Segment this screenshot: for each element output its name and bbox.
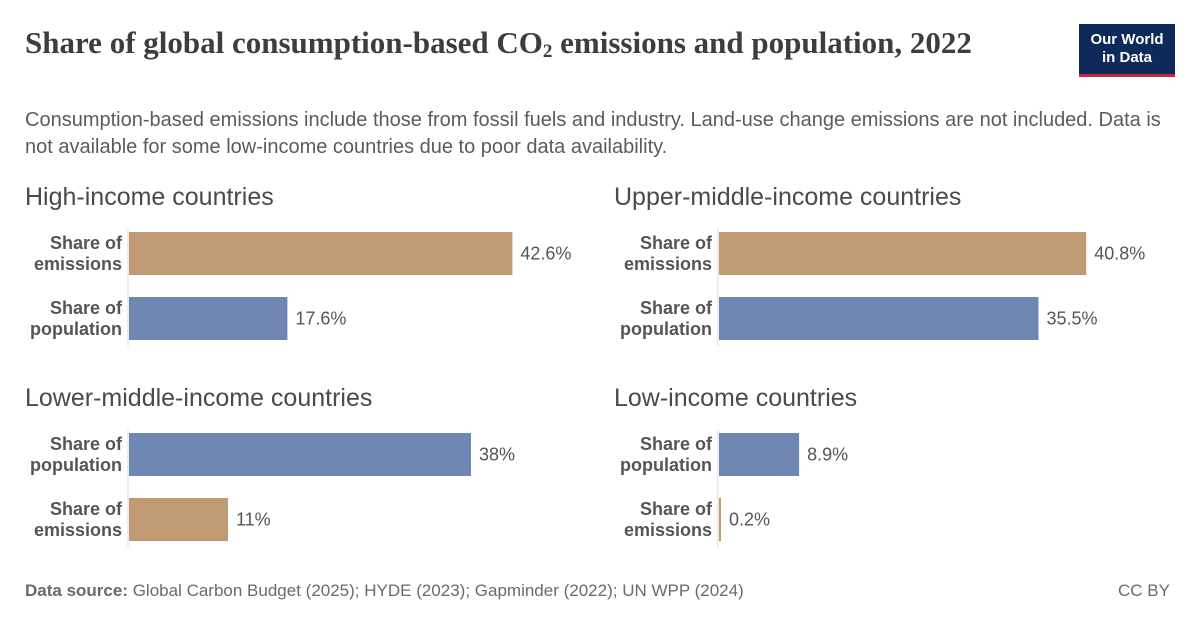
chart-title-main: Share of global consumption-based CO	[25, 25, 543, 60]
panel-title: Lower-middle-income countries	[25, 384, 372, 412]
bar-population[interactable]	[719, 433, 800, 476]
chart-title: Share of global consumption-based CO2 em…	[25, 25, 1035, 62]
bar-population[interactable]	[129, 297, 288, 340]
row-label: Share of emissions	[624, 233, 713, 274]
data-source-text: Global Carbon Budget (2025); HYDE (2023)…	[127, 581, 744, 600]
panel-title: Upper-middle-income countries	[614, 183, 961, 211]
bar-emissions[interactable]	[129, 232, 513, 275]
data-label: 17.6%	[295, 309, 346, 329]
data-source-label: Data source:	[25, 581, 128, 600]
data-label: 8.9%	[807, 445, 848, 465]
data-label: 42.6%	[520, 244, 571, 264]
row-label: Share of emissions	[34, 499, 123, 540]
bar-population[interactable]	[129, 433, 471, 476]
data-label: 11%	[236, 510, 271, 530]
logo-line-2: in Data	[1101, 49, 1152, 66]
panel-title: High-income countries	[25, 183, 274, 211]
row-label: Share of emissions	[624, 499, 713, 540]
row-label: Share of population	[30, 434, 123, 475]
bar-emissions[interactable]	[129, 498, 228, 541]
data-label: 38%	[479, 445, 515, 465]
data-label: 35.5%	[1047, 309, 1098, 329]
data-source: Data source: Global Carbon Budget (2025)…	[25, 581, 744, 601]
license-link[interactable]: CC BY	[1118, 581, 1170, 600]
chart-title-subscript: 2	[542, 41, 553, 62]
row-label: Share of emissions	[34, 233, 123, 274]
logo-line-1: Our World	[1090, 31, 1164, 48]
panel-title: Low-income countries	[614, 384, 857, 412]
chart-subtitle: Consumption-based emissions include thos…	[25, 109, 1161, 158]
chart-title-rest: emissions and population, 2022	[552, 25, 972, 60]
bar-emissions[interactable]	[719, 232, 1087, 275]
row-label: Share of population	[30, 298, 123, 339]
bar-population[interactable]	[719, 297, 1039, 340]
data-label: 40.8%	[1094, 244, 1145, 264]
data-label: 0.2%	[729, 510, 770, 530]
owid-logo[interactable]: Our World in Data	[1079, 24, 1175, 77]
row-label: Share of population	[620, 298, 713, 339]
row-label: Share of population	[620, 434, 713, 475]
bar-emissions[interactable]	[719, 498, 721, 541]
